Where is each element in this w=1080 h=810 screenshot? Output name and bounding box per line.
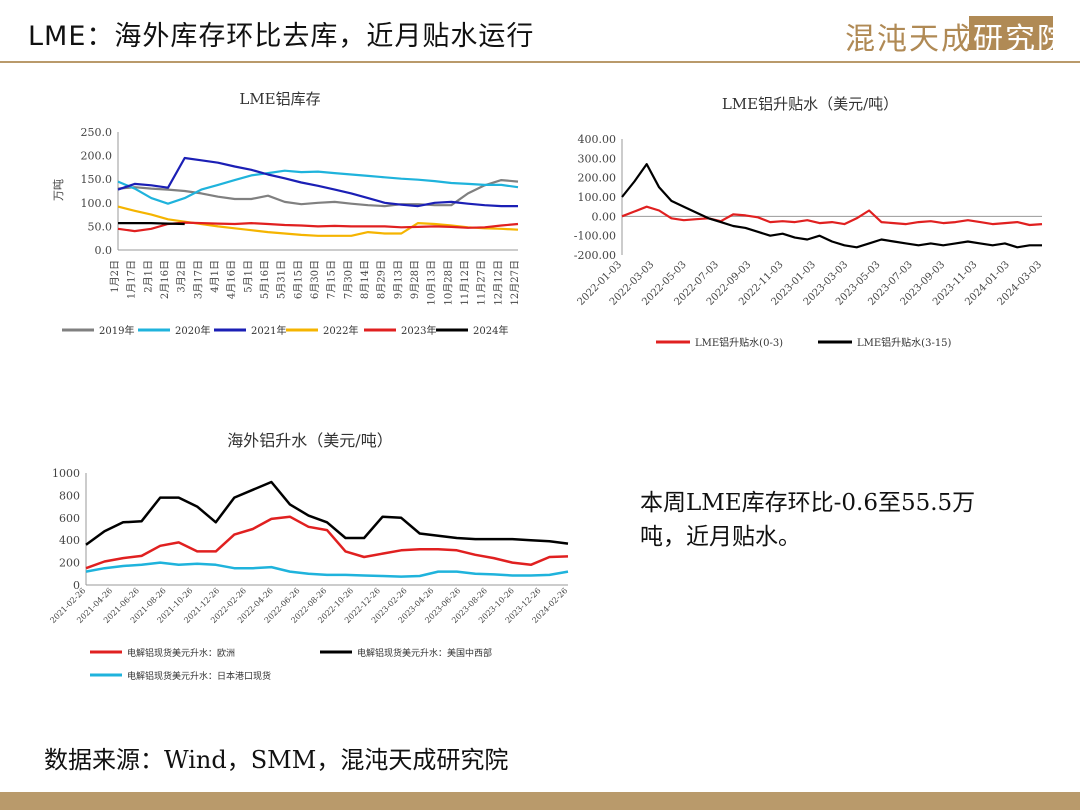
logo-box-text: 研究院 [973, 22, 1069, 57]
chart-title: 海外铝升水（美元/吨） [227, 431, 392, 450]
legend-label: LME铝升贴水(0-3) [695, 336, 783, 349]
chart-title: LME铝库存 [239, 90, 320, 108]
x-tick-label: 5月1日 [242, 260, 254, 293]
y-tick-label: 0.00 [592, 210, 617, 223]
series-line-6 [118, 222, 185, 226]
x-tick-label: 8月29日 [376, 260, 388, 299]
x-tick-label: 9月13日 [392, 260, 404, 299]
y-tick-label: 300.00 [578, 152, 617, 165]
legend-label: 电解铝现货美元升水：日本港口现货 [127, 670, 271, 682]
y-tick-label: 50.0 [88, 220, 113, 233]
x-tick-label: 1月2日 [109, 260, 121, 293]
legend-label: 2022年 [323, 324, 358, 337]
series-line-1 [85, 515, 569, 570]
y-axis-label: 万吨 [52, 179, 65, 201]
legend-label: 电解铝现货美元升水：美国中西部 [357, 647, 492, 659]
x-tick-label: 9月28日 [409, 260, 421, 299]
x-tick-label: 10月13日 [426, 260, 438, 305]
header-divider [0, 61, 1080, 63]
x-tick-label: 10月28日 [442, 260, 454, 305]
spread-chart: LME铝升贴水（美元/吨） -200.00 -100.00 0.00 100.00 200… [574, 95, 1044, 349]
legend-label: 2019年 [99, 324, 134, 337]
series-line-4 [117, 205, 519, 237]
x-tick-label: 11月12日 [459, 260, 471, 305]
x-tick-label: 5月16日 [259, 260, 271, 299]
x-tick-label: 2月16日 [159, 260, 171, 299]
y-tick-label: 400.00 [578, 133, 617, 146]
chart-title: LME铝升贴水（美元/吨） [722, 95, 898, 113]
summary-note: 本周LME库存环比-0.6至55.5万吨，近月贴水。 [640, 490, 976, 550]
premium-chart: 海外铝升水（美元/吨）020040060080010002021-02-2620… [48, 431, 569, 682]
x-tick-label: 6月15日 [292, 260, 304, 299]
x-tick-label: 1月17日 [126, 260, 138, 299]
x-tick-label: 8月14日 [359, 260, 371, 299]
y-tick-label: 0.0 [95, 244, 113, 257]
y-tick-label: 100.00 [578, 191, 617, 204]
y-tick-label: -200.00 [574, 249, 616, 262]
y-tick-label: 1000 [52, 467, 80, 480]
y-tick-label: 100.0 [81, 197, 113, 210]
series-line-5 [117, 221, 519, 233]
x-tick-label: 3月2日 [176, 260, 188, 293]
logo: 混沌天成 研究院 [845, 14, 1067, 57]
series-line-2 [85, 480, 569, 546]
y-tick-label: 200.00 [578, 172, 617, 185]
y-tick-label: -100.00 [574, 230, 616, 243]
x-tick-label: 6月30日 [309, 260, 321, 299]
x-tick-label: 5月31日 [276, 260, 288, 299]
x-tick-label: 4月16日 [226, 260, 238, 299]
legend-label: 2020年 [175, 324, 210, 337]
footer-bar [0, 792, 1080, 810]
legend-label: 2021年 [251, 324, 286, 337]
page-title: LME：海外库存环比去库，近月贴水运行 [28, 21, 535, 52]
x-tick-label: 2月1日 [142, 260, 154, 293]
series-line-2 [621, 163, 1042, 249]
legend-label: 电解铝现货美元升水：欧洲 [127, 647, 235, 659]
x-tick-label: 3月17日 [192, 260, 204, 299]
x-tick-label: 7月15日 [326, 260, 338, 299]
y-tick-label: 600 [59, 512, 80, 525]
logo-text: 混沌天成 [845, 22, 973, 57]
x-tick-label: 12月12日 [492, 260, 504, 305]
logo-box: 研究院 [969, 16, 1067, 57]
y-tick-label: 800 [59, 489, 80, 502]
y-tick-label: 0 [73, 579, 80, 592]
y-tick-label: 200 [59, 557, 80, 570]
x-tick-label: 11月27日 [476, 260, 488, 305]
data-source: 数据来源：Wind，SMM，混沌天成研究院 [44, 746, 509, 774]
x-tick-label: 12月27日 [509, 260, 521, 305]
y-tick-label: 200.0 [81, 150, 113, 163]
y-tick-label: 150.0 [81, 173, 113, 186]
series-line-2 [117, 169, 519, 205]
x-tick-label: 4月1日 [209, 260, 221, 293]
legend-label: 2024年 [473, 324, 508, 337]
series-line-3 [85, 561, 569, 578]
legend-label: 2023年 [401, 324, 436, 337]
series-line-1 [117, 179, 519, 208]
series-line-3 [117, 156, 518, 208]
y-tick-label: 250.0 [81, 126, 113, 139]
legend-label: LME铝升贴水(3-15) [857, 336, 952, 349]
inventory-chart: LME铝库存 0.0 50.0 100.0 150.0 200.0 250.0 万吨 1月2日 1… [52, 90, 521, 337]
y-tick-label: 400 [59, 534, 80, 547]
series-line-1 [621, 205, 1043, 227]
x-tick-label: 7月30日 [342, 260, 354, 299]
